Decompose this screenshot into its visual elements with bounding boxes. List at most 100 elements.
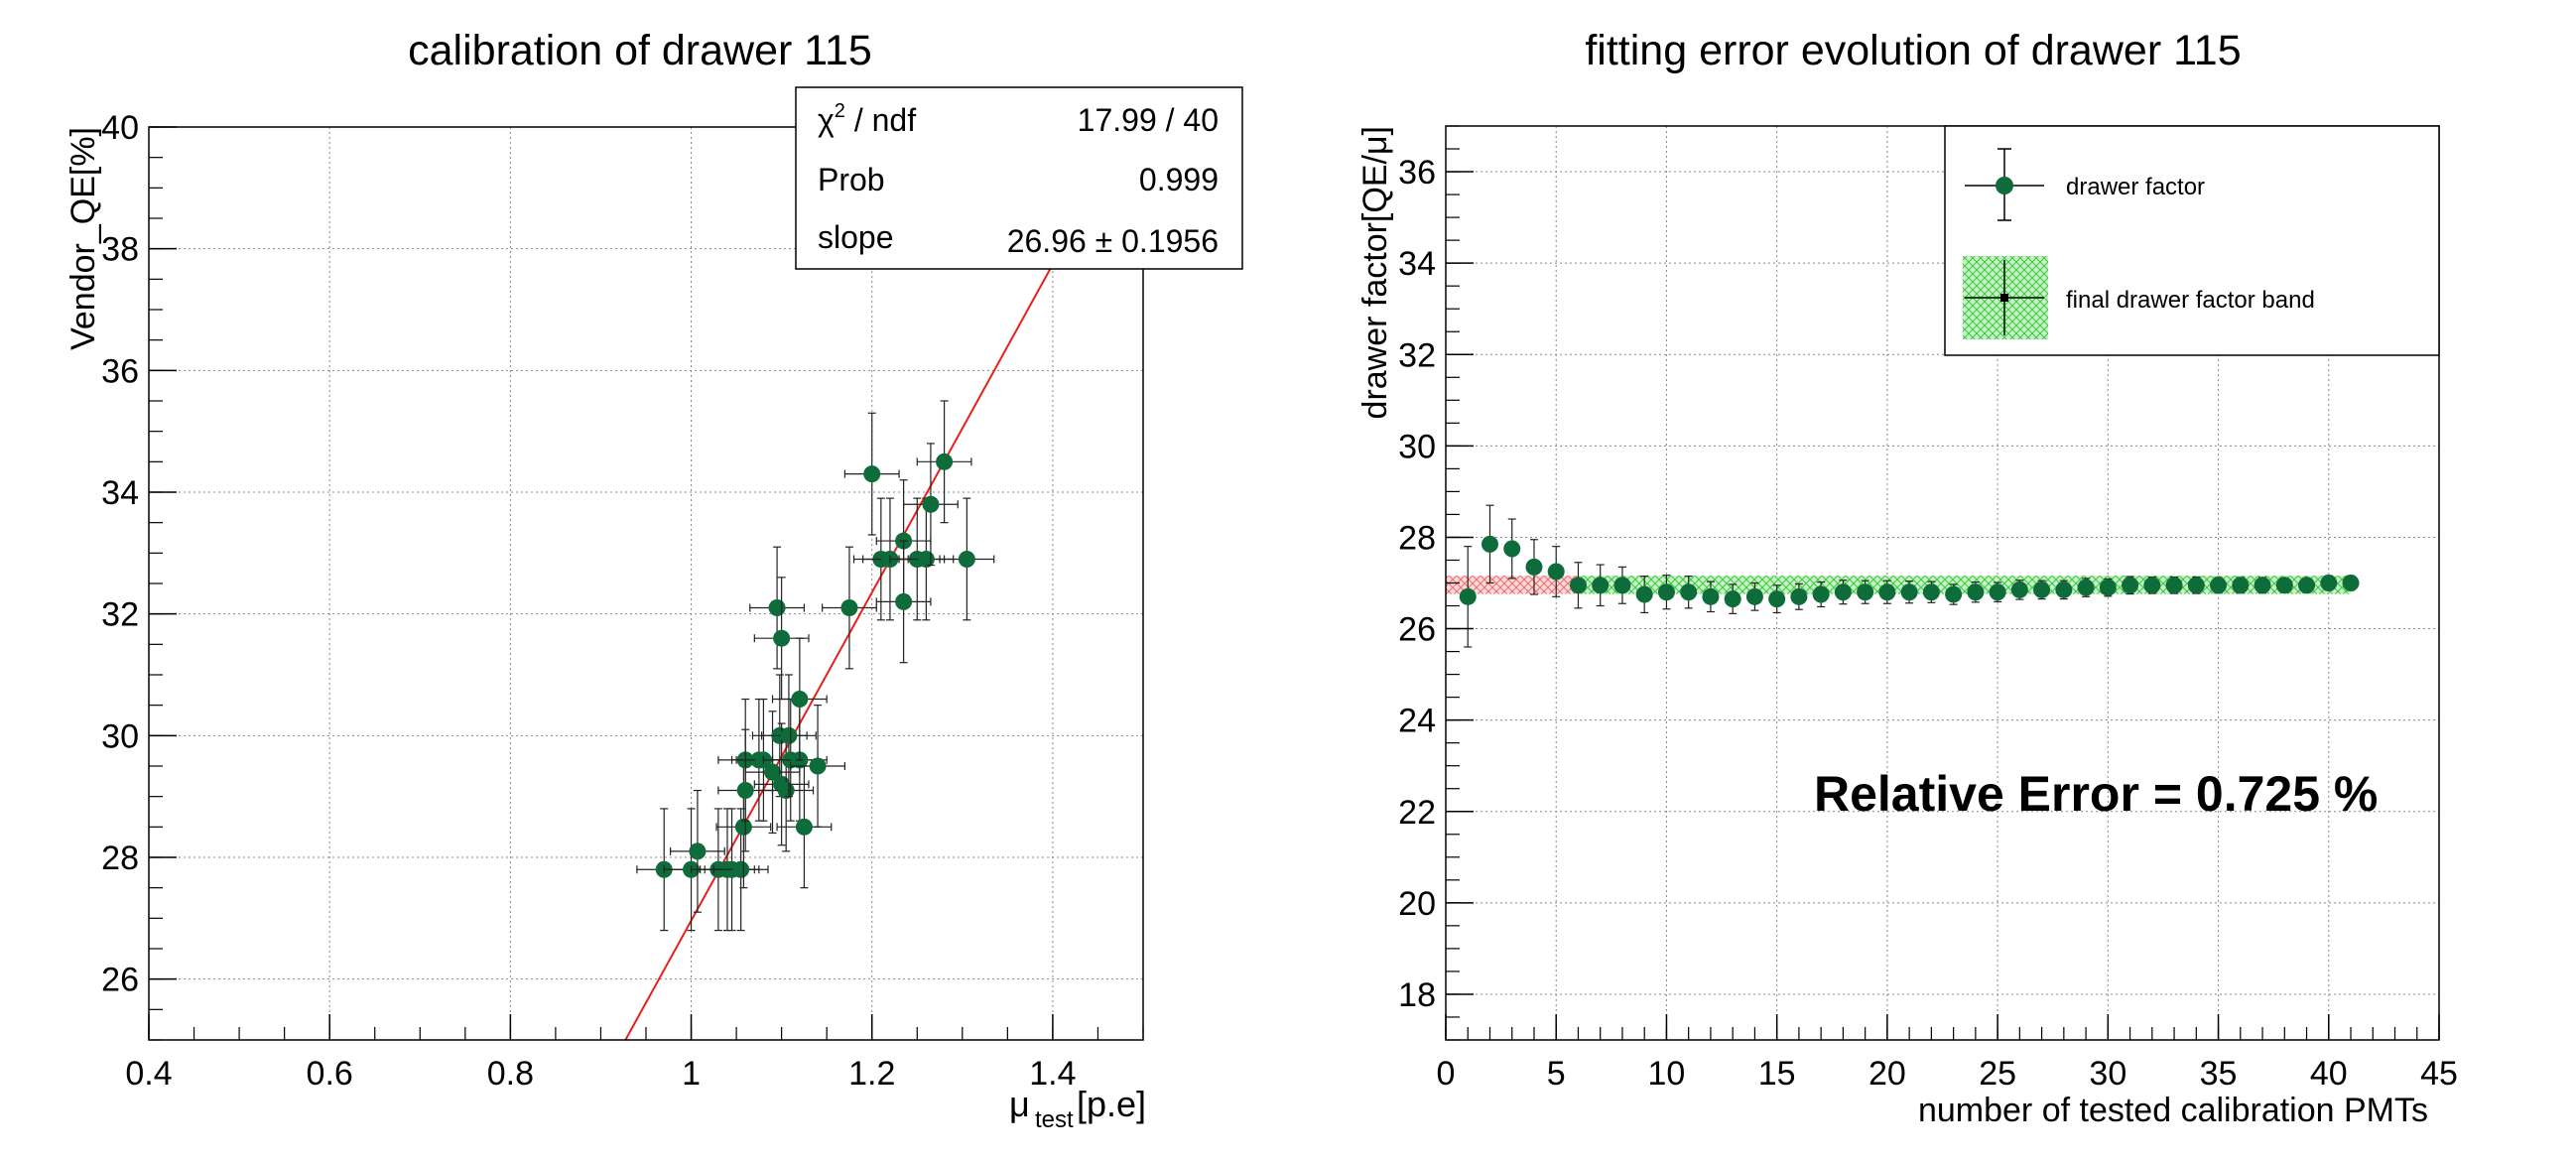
left-y-label: Vendor_QE[%]	[64, 127, 102, 350]
right-y-tick-label-4: 26	[1398, 611, 1436, 649]
right-data-point	[2143, 576, 2161, 594]
right-y-tick-label-3: 24	[1398, 703, 1436, 740]
right-y-tick-label-5: 28	[1398, 519, 1436, 557]
left-point-marker	[922, 495, 940, 513]
left-y-tick-label-3: 32	[101, 596, 139, 634]
right-y-tick-label-0: 18	[1398, 976, 1436, 1014]
right-y-tick-label-6: 30	[1398, 428, 1436, 465]
right-point-marker	[2254, 577, 2271, 594]
left-data-point	[875, 540, 932, 664]
right-data-point	[1702, 581, 1720, 613]
right-point-marker	[1724, 590, 1741, 608]
left-point-marker	[791, 691, 809, 709]
right-data-point	[2122, 576, 2139, 595]
right-point-marker	[2122, 577, 2139, 594]
left-x-tick-label-2: 0.8	[487, 1055, 534, 1093]
right-legend: drawer factor final drawer factor band	[1944, 125, 2440, 356]
right-point-marker	[2165, 577, 2183, 594]
left-fit-line	[624, 126, 1130, 1041]
right-point-marker	[1657, 583, 1675, 601]
right-chart: fitting error evolution of drawer 115 0 5…	[1356, 27, 2458, 1129]
right-data-point	[1922, 581, 1940, 603]
legend-entry-final-band: final drawer factor band	[1963, 256, 2315, 339]
right-y-label: drawer factor[QE/μ]	[1356, 126, 1394, 419]
left-data-point	[776, 765, 833, 889]
stats-label-chi2: χ2 / ndf	[818, 100, 916, 138]
right-data-point	[2320, 575, 2338, 591]
left-y-tick-label-5: 36	[101, 352, 139, 390]
left-point-marker	[958, 550, 975, 568]
right-point-marker	[2210, 577, 2228, 594]
right-data-point	[2055, 580, 2073, 600]
right-point-marker	[1900, 583, 1918, 601]
right-data-point	[1834, 580, 1852, 605]
fit-stats-box: χ2 / ndf 17.99 / 40 Prob 0.999 slope 26.…	[795, 86, 1243, 270]
right-x-tick-label-1: 5	[1547, 1055, 1566, 1093]
right-x-tick-label-2: 10	[1648, 1055, 1686, 1093]
right-data-point	[1878, 580, 1896, 604]
left-data-points	[636, 400, 995, 932]
left-y-tick-label-6: 38	[101, 231, 139, 269]
right-y-tick-label-7: 32	[1398, 336, 1436, 374]
left-data-point	[771, 637, 828, 761]
left-point-marker	[689, 842, 707, 860]
left-data-point	[790, 705, 846, 828]
right-point-marker	[2232, 577, 2250, 594]
right-point-marker	[1459, 587, 1477, 605]
right-data-point	[1547, 546, 1565, 597]
right-data-point	[1790, 582, 1808, 610]
left-chart-title: calibration of drawer 115	[408, 27, 872, 74]
right-point-marker	[2055, 581, 2073, 598]
right-point-marker	[1989, 583, 2006, 601]
right-data-point	[1812, 581, 1830, 608]
right-point-marker	[1790, 587, 1808, 605]
right-y-tick-label-8: 34	[1398, 245, 1436, 283]
left-data-point	[939, 497, 995, 621]
right-band-red	[1446, 576, 1579, 594]
right-chart-title: fitting error evolution of drawer 115	[1585, 27, 2241, 74]
left-point-marker	[732, 860, 750, 878]
left-point-marker	[780, 726, 798, 744]
right-data-point	[1857, 580, 1874, 604]
right-data-points	[1459, 504, 2360, 648]
right-data-point	[1724, 583, 1741, 614]
right-point-marker	[1768, 590, 1786, 608]
left-data-point	[822, 546, 877, 670]
left-x-label-unit: [p.e]	[1077, 1084, 1146, 1124]
right-point-marker	[2099, 579, 2117, 596]
right-data-point	[1569, 562, 1587, 609]
right-data-point	[2275, 577, 2293, 594]
right-data-point	[2033, 580, 2051, 600]
right-point-marker	[2033, 581, 2051, 598]
left-point-marker	[840, 599, 858, 617]
right-point-marker	[1680, 583, 1698, 601]
right-data-point	[1592, 564, 1610, 607]
left-point-marker	[764, 763, 782, 781]
right-point-marker	[1547, 563, 1565, 581]
right-point-marker	[1812, 585, 1830, 603]
right-data-point	[2187, 576, 2205, 594]
right-point-marker	[1503, 540, 1521, 558]
left-fit-line-group	[624, 126, 1130, 1041]
stats-value-chi2: 17.99 / 40	[1078, 102, 1219, 138]
legend-band-marker	[2000, 294, 2008, 302]
right-y-tick-label-1: 20	[1398, 885, 1436, 923]
left-x-label: μ test [p.e]	[1009, 1084, 1146, 1133]
left-x-tick-label-0: 0.4	[125, 1055, 172, 1093]
left-point-marker	[863, 465, 881, 483]
right-point-marker	[2010, 581, 2028, 598]
right-point-marker	[2143, 577, 2161, 594]
right-point-marker	[1857, 583, 1874, 601]
right-axis-ticks: 0 5 10 15 20 25 30 35 40 45 18 20 22 24 26 28 30 32 34 36	[1398, 125, 2458, 1093]
left-point-marker	[795, 818, 813, 836]
left-point-marker	[773, 629, 791, 647]
stats-value-prob: 0.999	[1139, 162, 1219, 197]
right-point-marker	[2342, 575, 2360, 591]
right-x-tick-label-3: 15	[1758, 1055, 1796, 1093]
legend-marker-dot	[1996, 177, 2013, 194]
left-y-tick-label-2: 30	[101, 717, 139, 755]
right-x-tick-label-6: 30	[2089, 1055, 2126, 1093]
right-data-point	[1900, 581, 1918, 604]
right-data-point	[2165, 576, 2183, 594]
